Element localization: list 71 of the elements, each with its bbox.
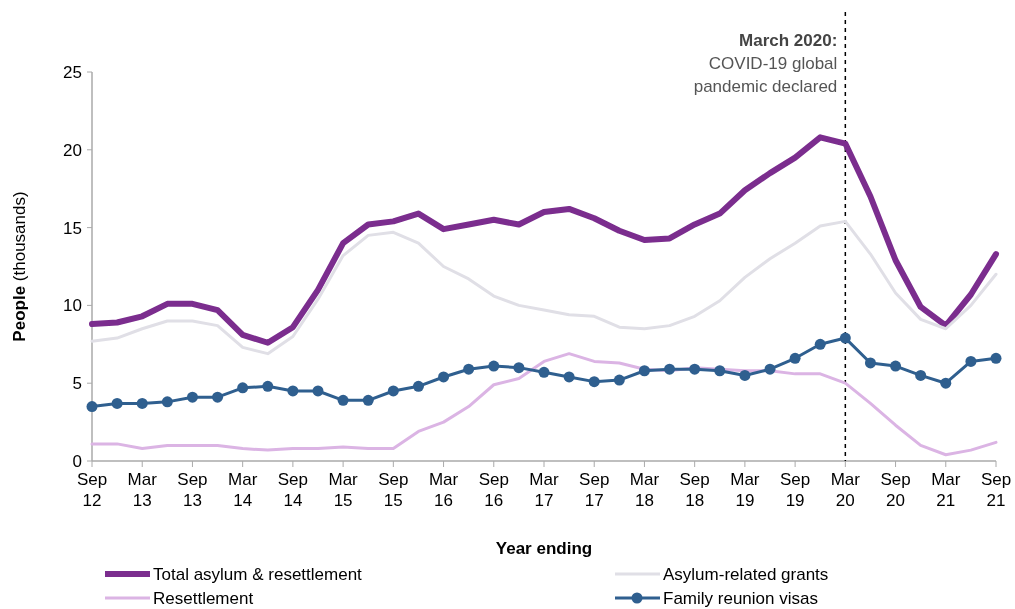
x-tick-label: Sep 14 (277, 470, 309, 510)
point (513, 362, 525, 374)
y-tick-label: 15 (63, 218, 82, 238)
x-tick-label: Mar 18 (629, 470, 660, 510)
point (111, 397, 123, 409)
point (965, 355, 977, 367)
point (212, 391, 224, 403)
y-tick-label: 20 (63, 140, 82, 160)
point (488, 360, 500, 372)
y-axis-title: People (thousands) (10, 191, 29, 342)
x-tick-label: Mar 15 (328, 470, 359, 510)
point (588, 376, 600, 388)
point (337, 394, 349, 406)
point (714, 365, 726, 377)
point (237, 382, 249, 394)
point (940, 377, 952, 389)
x-tick-label: Sep 19 (779, 470, 811, 510)
x-tick-label: Mar 13 (127, 470, 158, 510)
point (613, 374, 625, 386)
point (864, 357, 876, 369)
point (438, 371, 450, 383)
point (287, 385, 299, 397)
x-tick-label: Sep 15 (378, 470, 409, 510)
point (664, 363, 676, 375)
point (387, 385, 399, 397)
x-tick-label: Sep 12 (76, 470, 108, 510)
ref-line-label: March 2020: COVID-19 global pandemic declared (693, 31, 838, 96)
legend-label: Resettlement (153, 588, 254, 608)
point (689, 363, 701, 375)
legend-label: Asylum-related grants (663, 564, 829, 584)
x-tick-label: Sep 18 (679, 470, 710, 510)
x-tick-label: Sep 21 (980, 470, 1012, 510)
point (915, 369, 927, 381)
legend-label: Total asylum & resettlement (153, 564, 363, 584)
point (262, 380, 274, 392)
point (638, 365, 650, 377)
y-tick-label: 0 (72, 451, 82, 471)
x-tick-label: Mar 21 (931, 470, 961, 510)
point (136, 397, 148, 409)
point (814, 338, 826, 350)
x-tick-label: Sep 16 (478, 470, 509, 510)
point (186, 391, 198, 403)
x-tick-label: Mar 19 (730, 470, 760, 510)
y-tick-label: 5 (72, 374, 82, 394)
point (563, 371, 575, 383)
x-tick-label: Mar 16 (428, 470, 459, 510)
point (463, 363, 475, 375)
point (890, 360, 902, 372)
point (839, 332, 851, 344)
x-tick-label: Mar 20 (830, 470, 861, 510)
x-tick-label: Mar 14 (228, 470, 258, 510)
point (764, 363, 776, 375)
y-tick-label: 10 (63, 296, 82, 316)
point (990, 352, 1002, 364)
x-tick-label: Sep 20 (880, 470, 911, 510)
legend-label: Family reunion visas (663, 588, 818, 608)
x-tick-label: Mar 17 (529, 470, 559, 510)
point (86, 401, 98, 413)
point (412, 380, 424, 392)
line-series (90, 352, 998, 457)
point (789, 352, 801, 364)
x-tick-label: Sep 17 (579, 470, 610, 510)
line-series (90, 219, 998, 356)
point (362, 394, 374, 406)
y-tick-label: 25 (63, 62, 82, 82)
x-axis-title: Year ending (495, 539, 593, 558)
point (161, 396, 173, 408)
point (312, 385, 324, 397)
point (538, 366, 550, 378)
point (739, 369, 751, 381)
x-tick-label: Sep 13 (177, 470, 208, 510)
